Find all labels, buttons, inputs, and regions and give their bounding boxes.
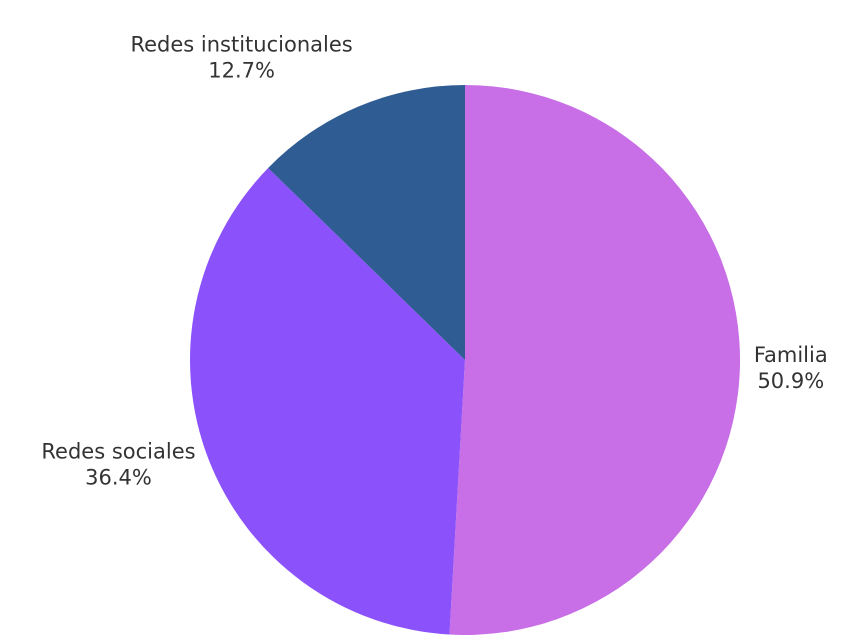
pie-label-percent: 36.4%	[85, 466, 152, 490]
pie-label-percent: 50.9%	[757, 369, 824, 393]
pie-label-name: Redes sociales	[41, 440, 195, 464]
pie-label-name: Redes institucionales	[130, 33, 352, 57]
pie-slice-redes-institucionales	[268, 85, 465, 360]
pie-label-name: Familia	[754, 343, 828, 367]
pie-slice-familia	[449, 85, 741, 635]
pie-slice-redes-sociales	[189, 168, 465, 635]
pie-label-percent: 12.7%	[208, 59, 275, 83]
pie-slices	[189, 85, 741, 635]
